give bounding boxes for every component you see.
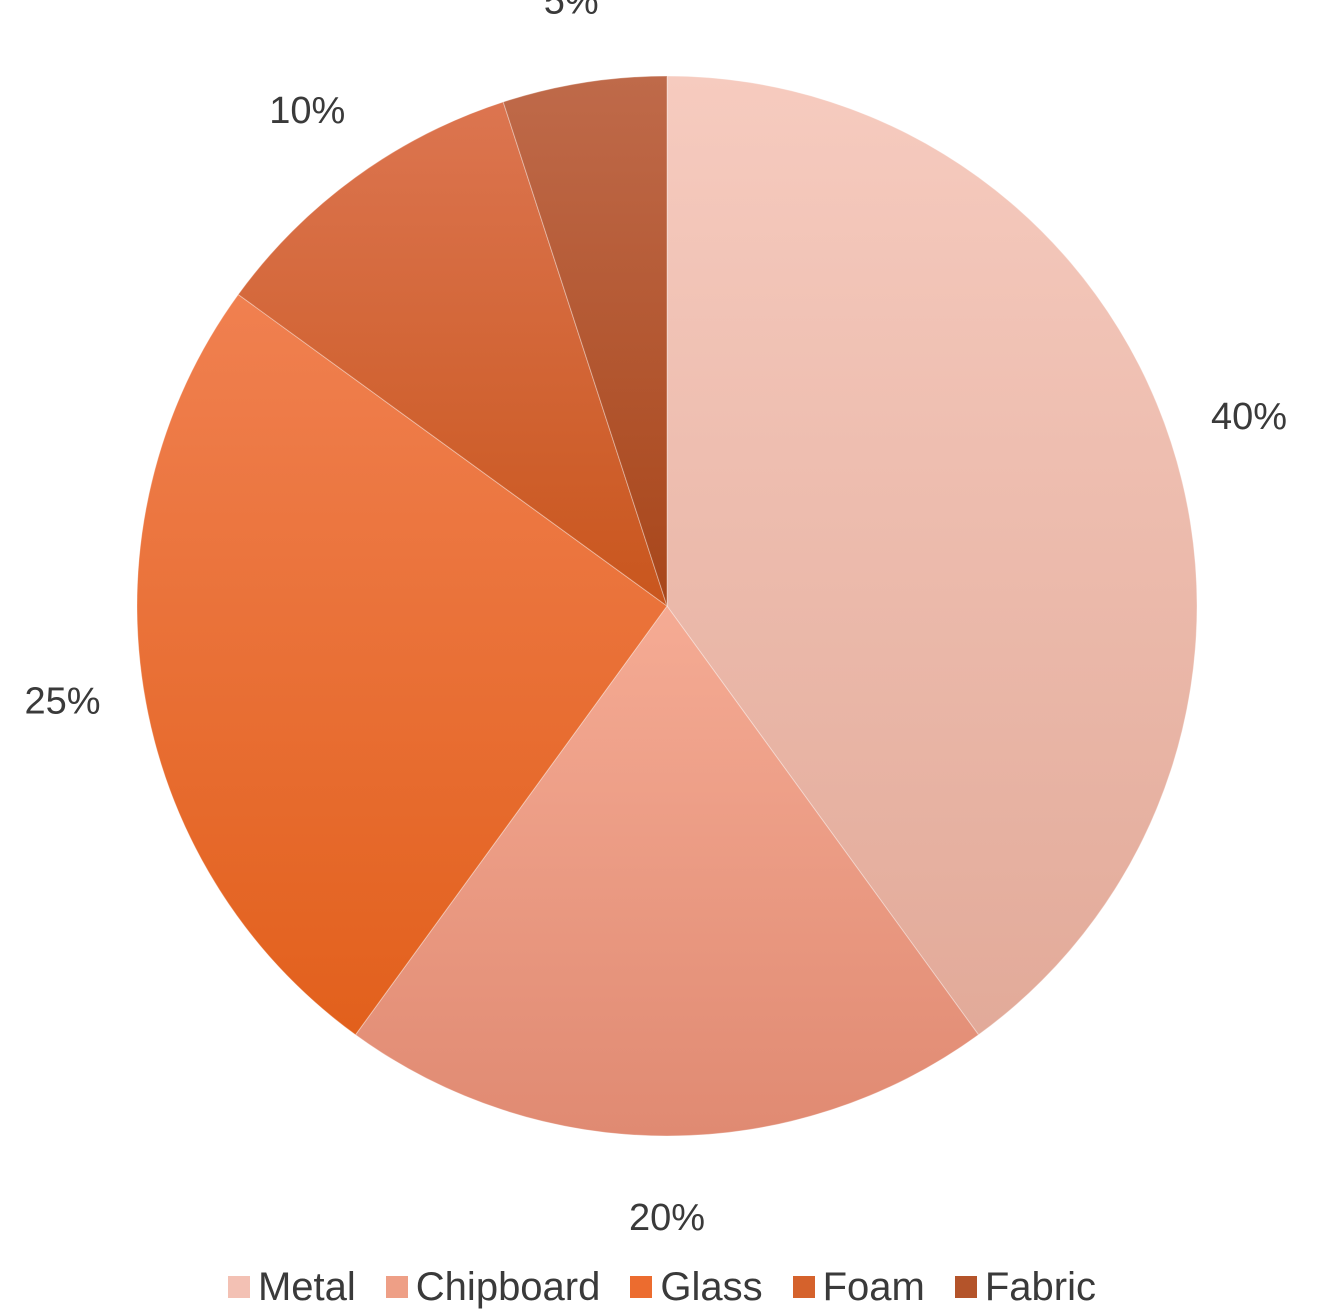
legend-swatch-chipboard <box>385 1276 408 1298</box>
data-label-foam: 10% <box>269 90 345 132</box>
legend-swatch-metal <box>227 1276 250 1298</box>
legend-label-chipboard: Chipboard <box>415 1265 601 1309</box>
data-label-fabric: 5% <box>544 0 599 23</box>
legend-swatch-fabric <box>954 1276 977 1298</box>
legend: Metal Chipboard Glass Foam Fabric <box>0 1262 1324 1312</box>
data-label-metal: 40% <box>1211 396 1287 438</box>
legend-swatch-glass <box>630 1276 653 1298</box>
legend-label-foam: Foam <box>822 1265 925 1309</box>
legend-swatch-foam <box>792 1276 815 1298</box>
legend-item-fabric[interactable]: Fabric <box>954 1265 1097 1309</box>
legend-label-glass: Glass <box>660 1265 763 1309</box>
pie-slice-glass[interactable] <box>136 293 668 1036</box>
data-label-glass: 25% <box>25 681 101 723</box>
pie-slice-fabric[interactable] <box>502 75 668 607</box>
pie-slice-chipboard[interactable] <box>354 605 980 1137</box>
data-label-chipboard: 20% <box>629 1197 705 1239</box>
pie-data-labels: 40% 20% 25% 10% 5% <box>25 0 1288 1239</box>
pie-slice-metal[interactable] <box>666 75 1198 1036</box>
legend-item-chipboard[interactable]: Chipboard <box>385 1265 601 1309</box>
pie-slice-foam[interactable] <box>237 101 668 608</box>
legend-item-metal[interactable]: Metal <box>227 1265 356 1309</box>
legend-label-metal: Metal <box>257 1265 356 1309</box>
pie-chart: 40% 20% 25% 10% 5% <box>25 0 1288 1239</box>
pie-slices <box>136 75 1198 1137</box>
legend-label-fabric: Fabric <box>984 1265 1097 1309</box>
legend-item-foam[interactable]: Foam <box>792 1265 925 1309</box>
legend-item-glass[interactable]: Glass <box>630 1265 763 1309</box>
